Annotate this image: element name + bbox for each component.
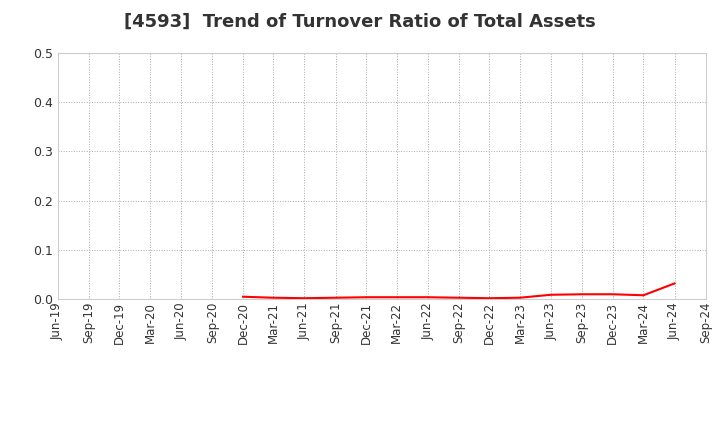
Text: [4593]  Trend of Turnover Ratio of Total Assets: [4593] Trend of Turnover Ratio of Total … — [124, 13, 596, 31]
